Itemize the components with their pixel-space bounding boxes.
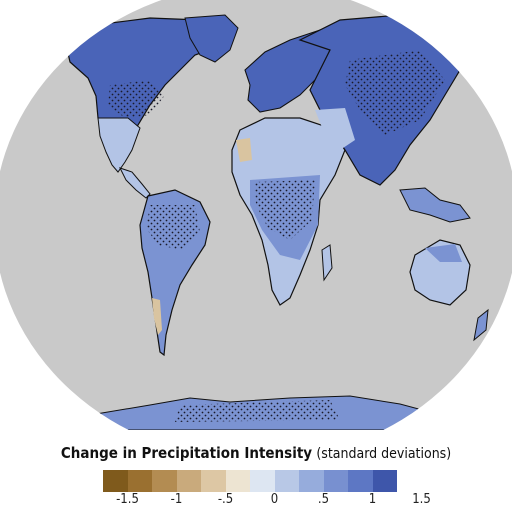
stipple-af: [255, 180, 315, 240]
legend-swatch: [299, 470, 324, 492]
middle-east: [315, 108, 355, 150]
legend-swatch: [176, 470, 201, 492]
greenland: [184, 14, 239, 63]
stipple-sa: [146, 205, 200, 250]
legend-tick-label: -1: [170, 492, 183, 507]
legend-tick-label: 0: [270, 492, 279, 507]
legend-swatch: [348, 470, 373, 492]
sahara-dry: [236, 138, 252, 162]
madagascar: [321, 244, 333, 282]
stipple-na: [108, 80, 165, 118]
legend-title: Change in Precipitation Intensity (stand…: [60, 444, 452, 462]
legend-swatch: [250, 470, 275, 492]
legend-tick-label: 1: [368, 492, 377, 507]
legend-tick-label: .5: [317, 492, 330, 507]
europe: [244, 29, 331, 113]
map-canvas: [0, 0, 512, 430]
legend-swatch: [201, 470, 226, 492]
stipple-an: [175, 400, 340, 422]
legend-swatch: [323, 470, 348, 492]
legend-swatch: [152, 470, 177, 492]
legend-swatch: [372, 470, 397, 492]
legend-ticks: -1.5 -1 -.5 0 .5 1 1.5: [103, 492, 431, 512]
legend-swatch: [103, 470, 128, 492]
legend-swatch: [127, 470, 152, 492]
legend-tick-label: -1.5: [116, 492, 139, 507]
legend-swatch: [274, 470, 299, 492]
legend-tick-label: 1.5: [412, 492, 431, 507]
north-america-south: [97, 117, 141, 173]
map-legend: Change in Precipitation Intensity (stand…: [0, 430, 512, 512]
legend-swatch: [225, 470, 250, 492]
australia-north: [425, 244, 462, 262]
world-map: [0, 0, 512, 430]
south-america-west: [152, 298, 162, 335]
stipple-as: [345, 50, 445, 135]
legend-color-bar: [103, 470, 397, 492]
legend-subtitle: (standard deviations): [316, 446, 452, 462]
new-zealand: [473, 308, 489, 342]
southeast-asia-islands: [399, 187, 471, 223]
legend-tick-label: -.5: [217, 492, 234, 507]
